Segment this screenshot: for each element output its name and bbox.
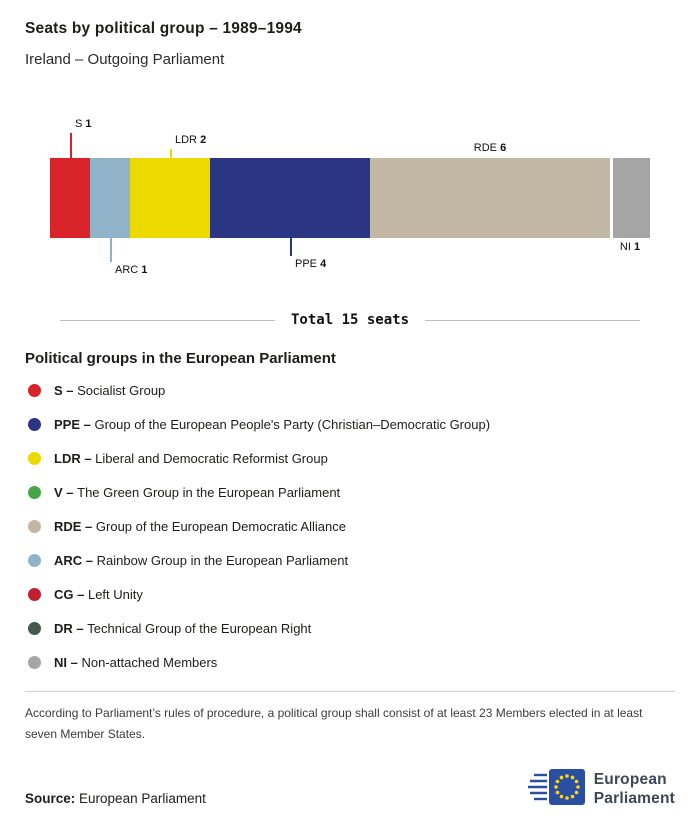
legend-item-ldr: LDR – Liberal and Democratic Reformist G… bbox=[25, 441, 675, 475]
legend-dot-rde bbox=[28, 519, 41, 533]
total-divider-right bbox=[425, 319, 641, 321]
legend-dot-ppe bbox=[28, 417, 41, 431]
bar-segment-s[interactable] bbox=[50, 158, 90, 238]
european-parliament-logo: European Parliament bbox=[527, 767, 675, 812]
legend-label-ppe: PPE – Group of the European People's Par… bbox=[54, 416, 491, 432]
seats-bar-chart: S 1 ARC 1 LDR 2 PPE 4 RDE 6 NI 1 bbox=[25, 88, 675, 288]
footnote-section: According to Parliament’s rules of proce… bbox=[25, 691, 675, 745]
legend-item-arc: ARC – Rainbow Group in the European Parl… bbox=[25, 543, 675, 577]
legend-label-rde: RDE – Group of the European Democratic A… bbox=[54, 518, 346, 534]
bar-label-ldr: LDR 2 bbox=[175, 134, 207, 146]
legend-item-ppe: PPE – Group of the European People's Par… bbox=[25, 407, 675, 441]
bar-label-s: S 1 bbox=[75, 118, 92, 130]
page-subtitle: Ireland – Outgoing Parliament bbox=[25, 51, 225, 68]
total-divider-left bbox=[60, 319, 275, 321]
legend-label-arc: ARC – Rainbow Group in the European Parl… bbox=[54, 552, 349, 568]
bar-segment-rde[interactable] bbox=[370, 158, 610, 238]
source-label: Source: bbox=[25, 791, 76, 806]
footnote-text: According to Parliament’s rules of proce… bbox=[25, 706, 643, 741]
legend-label-s: S – Socialist Group bbox=[54, 382, 166, 398]
total-seats-row: Total 15 seats bbox=[60, 312, 641, 328]
legend-dot-v bbox=[28, 485, 41, 499]
legend-list: S – Socialist Group PPE – Group of the Eu… bbox=[25, 373, 675, 679]
bar-segment-ni[interactable] bbox=[613, 158, 650, 238]
legend-label-v: V – The Green Group in the European Parl… bbox=[54, 484, 341, 500]
logo-line2: Parliament bbox=[593, 789, 675, 807]
legend-label-dr: DR – Technical Group of the European Rig… bbox=[54, 620, 312, 636]
bar-label-rde: RDE 6 bbox=[473, 142, 507, 154]
bar-segment-ldr[interactable] bbox=[130, 158, 210, 238]
footer: Source: European Parliament bbox=[25, 767, 675, 812]
legend-label-ldr: LDR – Liberal and Democratic Reformist G… bbox=[54, 450, 328, 466]
legend-heading: Political groups in the European Parliam… bbox=[25, 350, 336, 367]
source-value: European Parliament bbox=[79, 791, 206, 806]
legend-item-rde: RDE – Group of the European Democratic A… bbox=[25, 509, 675, 543]
leader-line-s bbox=[70, 133, 72, 158]
bar-segment-ppe[interactable] bbox=[210, 158, 370, 238]
bar-label-ppe: PPE 4 bbox=[295, 258, 327, 270]
legend-dot-s bbox=[28, 383, 41, 397]
page-title: Seats by political group – 1989–1994 bbox=[25, 20, 302, 37]
legend-dot-ni bbox=[28, 655, 41, 669]
logo-line1: European bbox=[593, 771, 667, 789]
bar-label-arc: ARC 1 bbox=[115, 264, 148, 276]
legend-dot-arc bbox=[28, 553, 41, 567]
legend-item-ni: NI – Non-attached Members bbox=[25, 645, 675, 679]
source-line: Source: European Parliament bbox=[25, 791, 206, 812]
bar-segment-arc[interactable] bbox=[90, 158, 130, 238]
leader-line-arc bbox=[110, 238, 112, 262]
eu-flag-icon bbox=[527, 767, 585, 812]
bar-label-ni: NI 1 bbox=[619, 241, 641, 253]
leader-line-ldr bbox=[170, 149, 172, 158]
legend-label-ni: NI – Non-attached Members bbox=[54, 654, 218, 670]
legend-item-cg: CG – Left Unity bbox=[25, 577, 675, 611]
legend-item-dr: DR – Technical Group of the European Rig… bbox=[25, 611, 675, 645]
legend-label-cg: CG – Left Unity bbox=[54, 586, 143, 602]
logo-wordmark: European Parliament bbox=[594, 771, 675, 808]
total-seats-label: Total 15 seats bbox=[291, 312, 410, 328]
legend-item-v: V – The Green Group in the European Parl… bbox=[25, 475, 675, 509]
legend-item-s: S – Socialist Group bbox=[25, 373, 675, 407]
legend-dot-dr bbox=[28, 621, 41, 635]
legend-dot-cg bbox=[28, 587, 41, 601]
legend-dot-ldr bbox=[28, 451, 41, 465]
leader-line-ppe bbox=[290, 238, 292, 256]
